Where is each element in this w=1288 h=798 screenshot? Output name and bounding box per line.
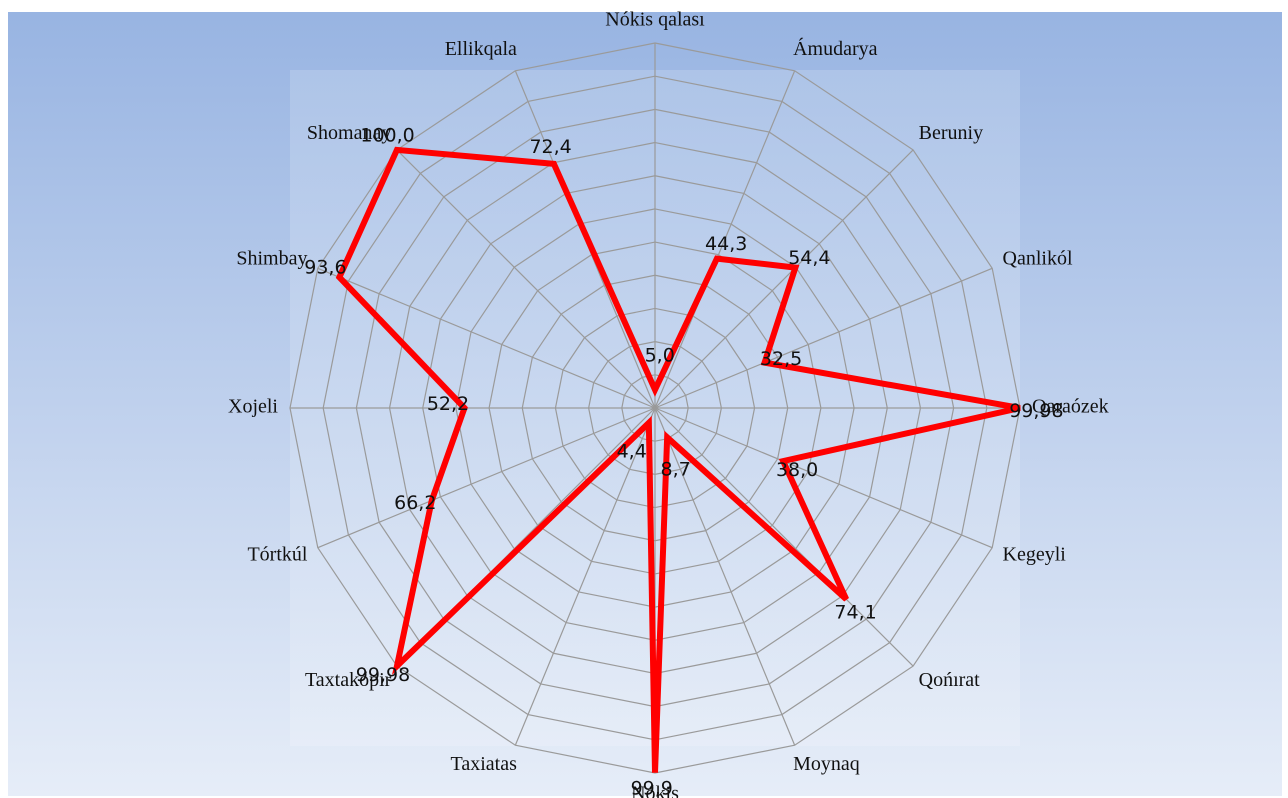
category-label: Shimbay xyxy=(236,247,307,269)
labels: Nókis qalası Ámudarya Beruniy Qanlikól Qaraó… xyxy=(228,9,1109,798)
spoke xyxy=(654,407,993,549)
category-label: Tórtkúl xyxy=(247,544,307,566)
value-label: 52,2 xyxy=(427,393,469,415)
category-label: Shomanay xyxy=(307,122,391,144)
category-label: Ellikqala xyxy=(445,38,517,60)
series-line xyxy=(335,146,1021,773)
value-label: 4,4 xyxy=(617,441,647,463)
value-label: 99,98 xyxy=(356,664,410,686)
value-label: 93,6 xyxy=(304,256,346,278)
spoke xyxy=(317,407,656,549)
spoke xyxy=(654,407,914,667)
category-label: Moynaq xyxy=(793,753,860,775)
value-label: 100,0 xyxy=(360,124,414,146)
value-label: 72,4 xyxy=(529,136,571,158)
spoke xyxy=(654,149,914,409)
value-label: 99,9 xyxy=(631,778,673,798)
category-label: Nókis qalası xyxy=(605,9,705,31)
category-label: Xojeli xyxy=(228,396,278,418)
category-label: Ámudarya xyxy=(793,37,878,60)
category-label: Qońırat xyxy=(919,669,981,691)
spoke xyxy=(396,149,656,409)
value-label: 5,0 xyxy=(645,345,675,367)
value-label: 54,4 xyxy=(788,247,830,269)
category-label: Kegeyli xyxy=(1003,544,1067,566)
value-label: 32,5 xyxy=(760,348,802,370)
category-label: Beruniy xyxy=(919,122,983,144)
value-label: 74,1 xyxy=(834,602,876,624)
spoke xyxy=(654,407,796,746)
spoke xyxy=(514,407,656,746)
category-label: Qanlikól xyxy=(1003,247,1073,269)
value-label: 44,3 xyxy=(705,233,747,255)
spoke xyxy=(654,70,796,409)
value-label: 66,2 xyxy=(394,492,436,514)
value-label: 38,0 xyxy=(776,459,818,481)
category-label: Taxtakópir xyxy=(305,669,392,691)
spoke xyxy=(654,267,993,409)
value-label: 8,7 xyxy=(661,459,691,481)
spoke xyxy=(317,267,656,409)
value-label: 99,98 xyxy=(1009,400,1063,422)
category-label: Taxiatas xyxy=(451,753,518,775)
category-label: Nókis xyxy=(631,783,679,798)
category-label: Qaraózek xyxy=(1032,396,1109,418)
marks xyxy=(335,146,1021,773)
